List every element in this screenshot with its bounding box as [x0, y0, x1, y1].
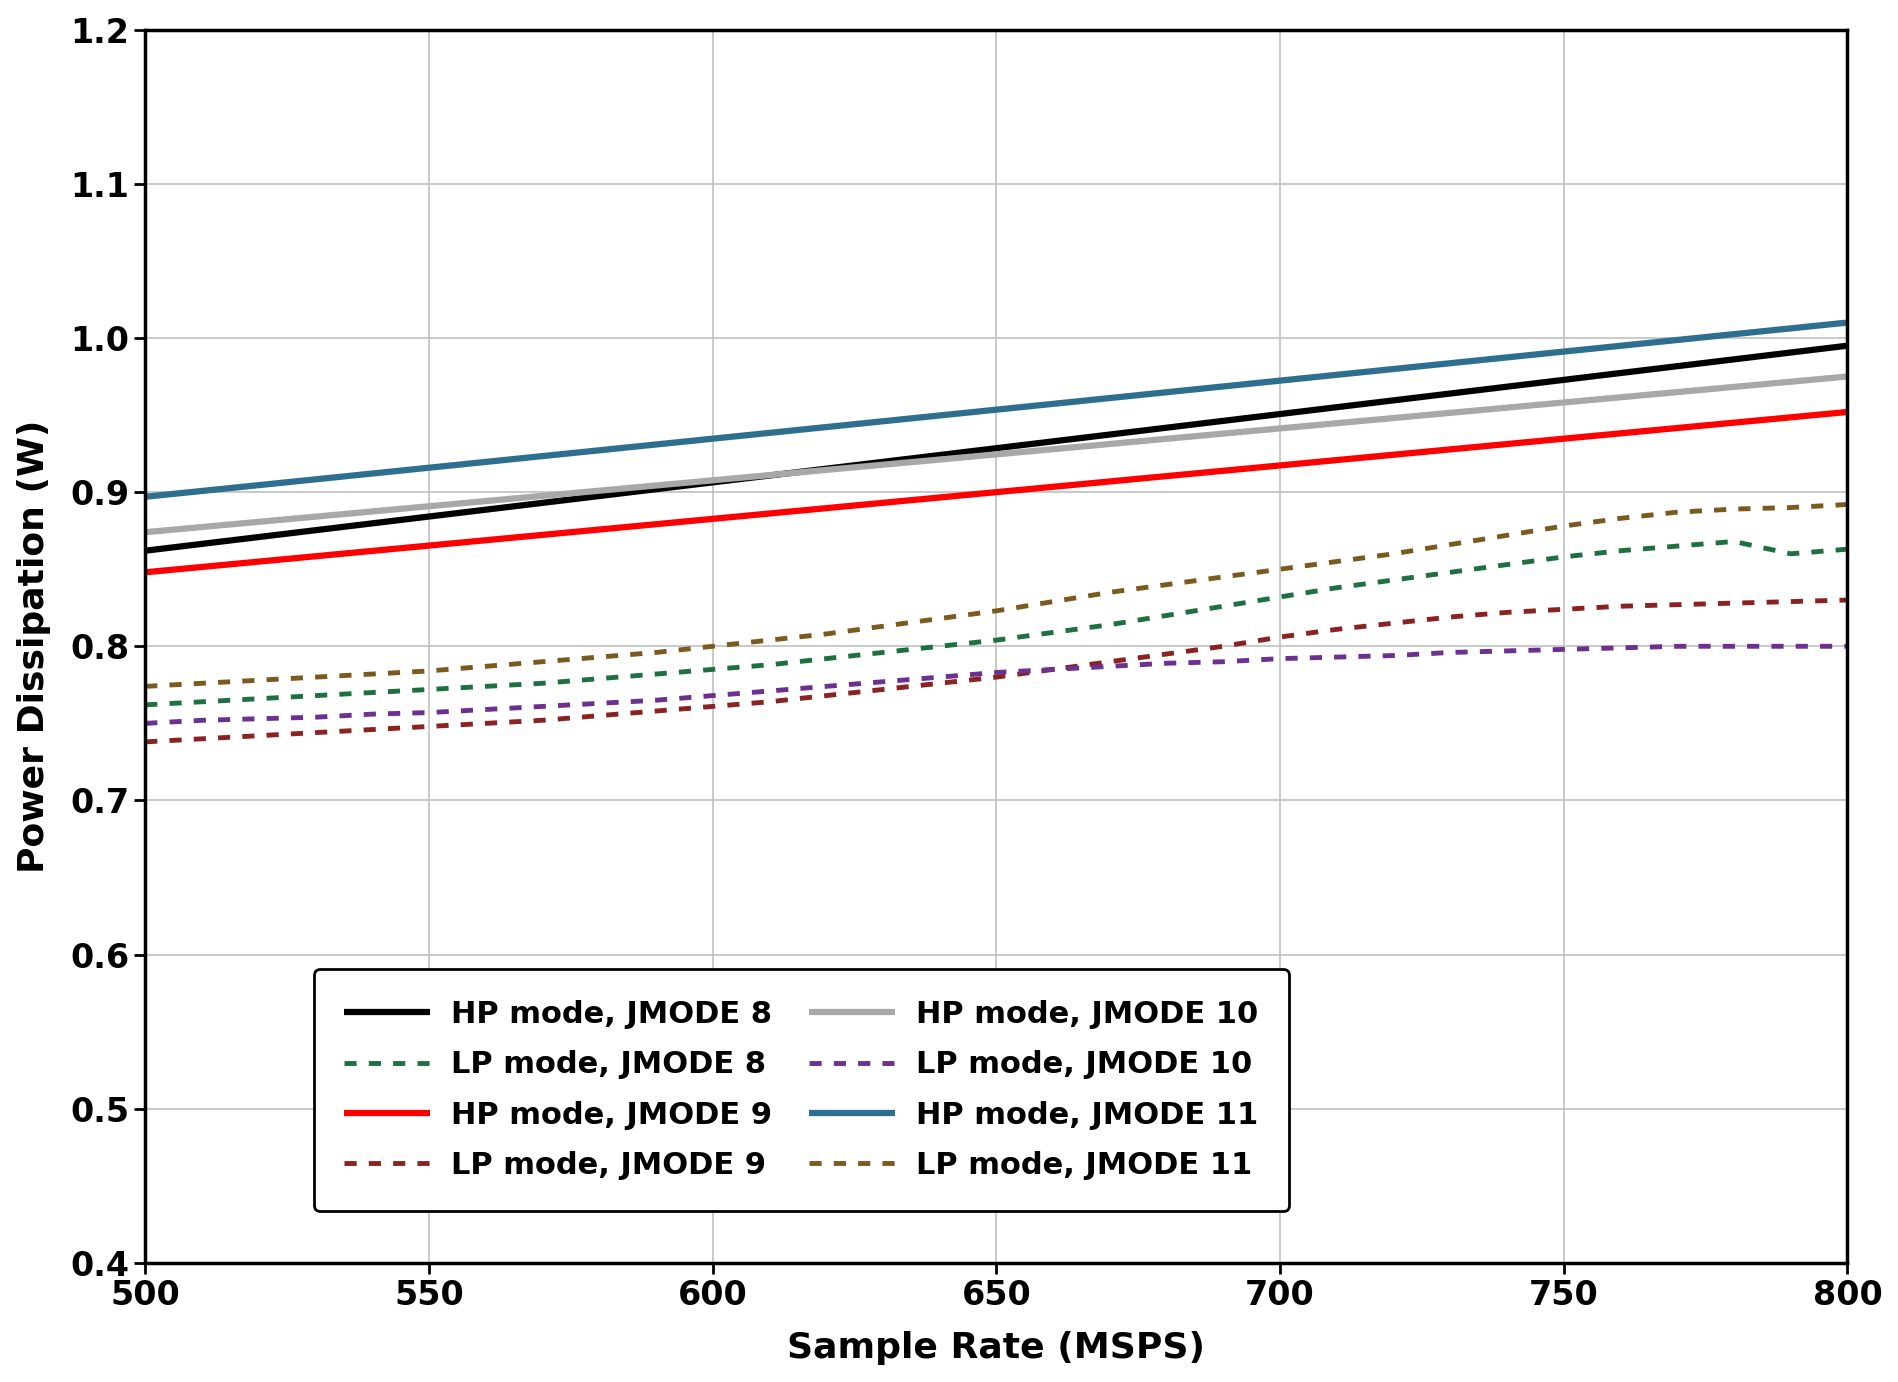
Y-axis label: Power Dissipation (W): Power Dissipation (W): [17, 420, 51, 873]
Legend: HP mode, JMODE 8, LP mode, JMODE 8, HP mode, JMODE 9, LP mode, JMODE 9, HP mode,: HP mode, JMODE 8, LP mode, JMODE 8, HP m…: [313, 969, 1289, 1211]
X-axis label: Sample Rate (MSPS): Sample Rate (MSPS): [788, 1331, 1205, 1365]
